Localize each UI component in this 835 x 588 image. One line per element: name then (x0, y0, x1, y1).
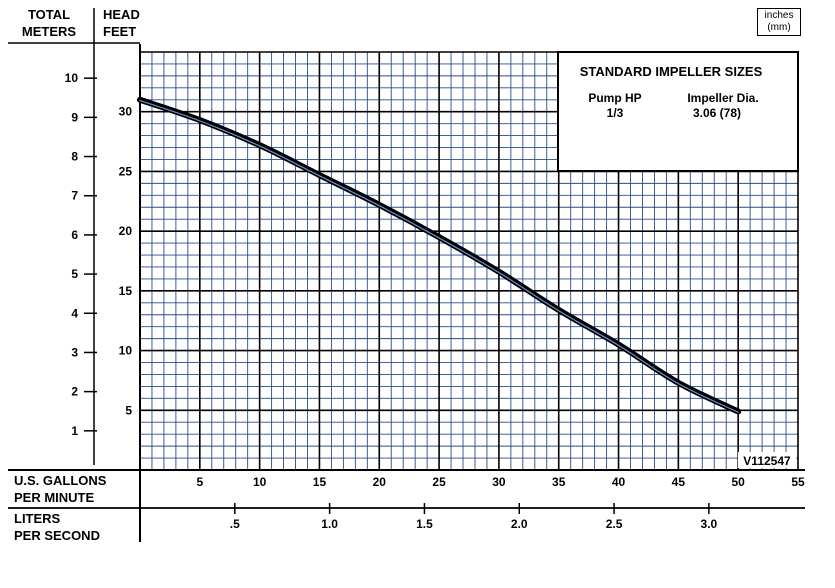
lps-tick-label: 3.0 (701, 517, 718, 531)
meters-tick-label: 7 (71, 189, 78, 203)
lps-tick-label: 2.0 (511, 517, 528, 531)
meters-tick-label: 4 (71, 306, 78, 320)
meters-tick-label: 2 (71, 385, 78, 399)
gpm-tick-label: 5 (196, 475, 203, 489)
meters-tick-label: 3 (71, 345, 78, 359)
meters-tick-label: 6 (71, 228, 78, 242)
pump-curve-line (137, 96, 742, 415)
gpm-tick-label: 25 (432, 475, 446, 489)
units-note-line1: inches (764, 10, 794, 21)
units-note-line2: (mm) (767, 22, 791, 33)
feet-tick-label: 30 (119, 105, 133, 119)
lps-tick-label: .5 (230, 517, 240, 531)
chart-frame (8, 8, 805, 542)
lps-tick-label: 1.5 (416, 517, 433, 531)
meters-tick-label: 9 (71, 110, 78, 124)
gpm-tick-label: 30 (492, 475, 506, 489)
lps-tick-label: 1.0 (321, 517, 338, 531)
gpm-axis-label-line1: U.S. GALLONS (14, 473, 107, 488)
impeller-dia-value: 3.06 (78) (693, 106, 741, 120)
impeller-heading: STANDARD IMPELLER SIZES (580, 64, 763, 79)
feet-tick-label: 25 (119, 164, 133, 178)
feet-tick-label: 20 (119, 224, 133, 238)
lps-tick-label: 2.5 (606, 517, 623, 531)
meters-header-line2: METERS (22, 24, 77, 39)
code-label-bg (738, 452, 796, 468)
meters-tick-label: 8 (71, 150, 78, 164)
gpm-tick-label: 40 (612, 475, 626, 489)
gpm-tick-label: 50 (732, 475, 746, 489)
gpm-tick-label: 15 (313, 475, 327, 489)
code-label: V112547 (743, 454, 791, 468)
meters-tick-label: 1 (71, 424, 78, 438)
gpm-axis-label-line2: PER MINUTE (14, 490, 95, 505)
impeller-dia-header: Impeller Dia. (687, 91, 758, 105)
meters-header-line1: TOTAL (28, 7, 70, 22)
pump-hp-header: Pump HP (588, 91, 641, 105)
feet-header-line2: FEET (103, 24, 136, 39)
lps-axis-label-line2: PER SECOND (14, 528, 100, 543)
meters-tick-label: 10 (65, 71, 79, 85)
gpm-tick-label: 35 (552, 475, 566, 489)
gpm-tick-label: 45 (672, 475, 686, 489)
gpm-tick-label: 20 (373, 475, 387, 489)
feet-tick-label: 5 (125, 403, 132, 417)
feet-header-line1: HEAD (103, 7, 140, 22)
gpm-tick-label: 55 (791, 475, 805, 489)
units-note: inches (mm) (757, 8, 801, 36)
meters-tick-label: 5 (71, 267, 78, 281)
feet-tick-label: 10 (119, 344, 133, 358)
pump-hp-value: 1/3 (607, 106, 624, 120)
gpm-tick-label: 10 (253, 475, 267, 489)
pump-curve-highlight (139, 99, 739, 413)
feet-tick-label: 15 (119, 284, 133, 298)
lps-axis-label-line1: LITERS (14, 511, 61, 526)
